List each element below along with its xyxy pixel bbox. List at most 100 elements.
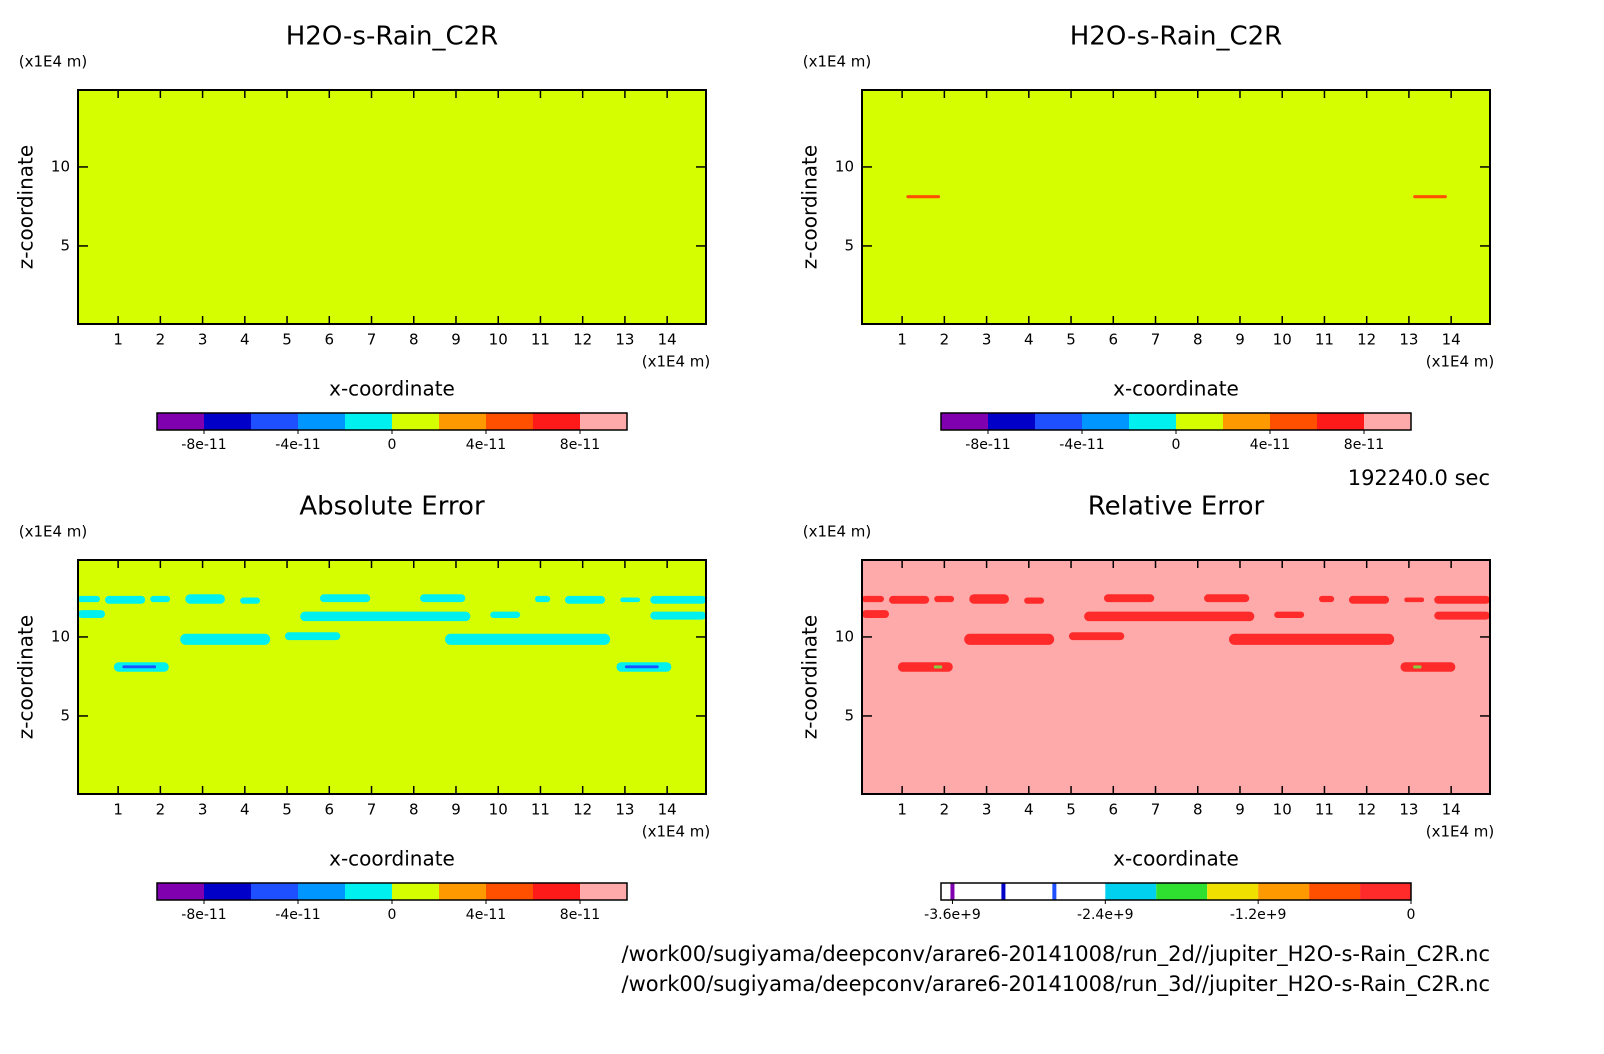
- contour-region: [650, 611, 706, 620]
- contour-region: [1434, 611, 1490, 620]
- x-tick-label: 12: [573, 801, 592, 819]
- x-tick-label: 8: [1193, 331, 1203, 349]
- plot-background: [78, 90, 706, 324]
- colorbar-segment: [486, 413, 533, 430]
- colorbar-tick-label: -4e-11: [275, 437, 320, 453]
- x-tick-label: 9: [1235, 331, 1245, 349]
- colorbar-tick-label: 0: [388, 437, 397, 453]
- colorbar-tick-label: -8e-11: [181, 907, 226, 923]
- x-tick-label: 6: [1109, 801, 1119, 819]
- contour-region: [906, 195, 941, 199]
- x-tick-label: 4: [1024, 331, 1034, 349]
- colorbar-segment: [1156, 883, 1208, 900]
- colorbar-segment: [1054, 883, 1106, 900]
- y-unit: (x1E4 m): [803, 53, 872, 71]
- y-axis-label: z-coordinate: [798, 145, 822, 269]
- x-tick-label: 3: [198, 801, 208, 819]
- x-tick-label: 7: [367, 801, 377, 819]
- colorbar-tick-label: 4e-11: [466, 907, 506, 923]
- colorbar-segment: [1317, 413, 1364, 430]
- y-tick-label: 5: [60, 706, 70, 724]
- contour-region: [1229, 633, 1395, 645]
- contour-region: [1068, 632, 1125, 641]
- contour-region: [240, 597, 261, 604]
- colorbar-tick-label: -1.2e+9: [1230, 907, 1287, 923]
- x-tick-label: 5: [1066, 801, 1076, 819]
- colorbar-segment: [1360, 883, 1411, 900]
- x-tick-label: 4: [240, 331, 250, 349]
- colorbar-tick-label: -2.4e+9: [1077, 907, 1134, 923]
- colorbar-tick-label: 0: [1172, 437, 1181, 453]
- plot-background: [862, 90, 1490, 324]
- colorbar-segment: [486, 883, 533, 900]
- contour-region: [862, 595, 884, 603]
- x-tick-label: 11: [1315, 801, 1334, 819]
- contour-region: [300, 611, 471, 622]
- colorbar-tick-label: 0: [1407, 907, 1416, 923]
- contour-region: [934, 595, 955, 603]
- x-tick-label: 5: [282, 331, 292, 349]
- x-tick-label: 6: [1109, 331, 1119, 349]
- x-tick-label: 12: [1357, 331, 1376, 349]
- colorbar-segment: [1035, 413, 1082, 430]
- colorbar-segment: [298, 883, 345, 900]
- contour-region: [180, 633, 271, 645]
- x-tick-label: 10: [1273, 801, 1292, 819]
- y-axis-label: z-coordinate: [14, 615, 38, 739]
- contour-region: [1434, 595, 1490, 604]
- colorbar-segment: [1364, 413, 1411, 430]
- chart-title: H2O-s-Rain_C2R: [286, 22, 498, 52]
- x-tick-label: 11: [531, 801, 550, 819]
- colorbar-segment: [941, 413, 988, 430]
- contour-region: [420, 594, 466, 603]
- colorbar-segment: [251, 413, 298, 430]
- colorbar-segment: [1270, 413, 1317, 430]
- contour-region: [78, 610, 106, 618]
- x-unit: (x1E4 m): [1426, 823, 1495, 841]
- x-axis-label: x-coordinate: [329, 847, 455, 871]
- colorbar-tick-label: -4e-11: [275, 907, 320, 923]
- colorbar-segment: [580, 883, 627, 900]
- x-tick-label: 9: [451, 801, 461, 819]
- contour-region: [1274, 611, 1305, 618]
- colorbar-segment: [988, 413, 1035, 430]
- plot-background: [78, 560, 706, 794]
- chart-title: H2O-s-Rain_C2R: [1070, 22, 1282, 52]
- x-tick-label: 9: [1235, 801, 1245, 819]
- plot-frame: [77, 89, 707, 325]
- x-tick-label: 1: [113, 801, 123, 819]
- colorbar-segment: [298, 413, 345, 430]
- file-path: /work00/sugiyama/deepconv/arare6-2014100…: [622, 942, 1490, 967]
- y-unit: (x1E4 m): [19, 523, 88, 541]
- chart-title: Relative Error: [1088, 492, 1265, 522]
- colorbar-tick-label: 0: [388, 907, 397, 923]
- colorbar-segment: [1223, 413, 1270, 430]
- colorbar-segment: [941, 883, 1004, 900]
- x-tick-label: 14: [1442, 801, 1461, 819]
- contour-region: [1413, 195, 1447, 199]
- contour-region: [624, 665, 659, 669]
- colorbar-tick-label: 8e-11: [1344, 437, 1384, 453]
- colorbar-tick-label: 8e-11: [560, 907, 600, 923]
- colorbar-segment: [204, 413, 251, 430]
- x-tick-label: 14: [1442, 331, 1461, 349]
- x-tick-label: 10: [1273, 331, 1292, 349]
- colorbar-tick-label: -4e-11: [1059, 437, 1104, 453]
- x-unit: (x1E4 m): [642, 353, 711, 371]
- x-tick-label: 5: [1066, 331, 1076, 349]
- colorbar-tick-label: -8e-11: [181, 437, 226, 453]
- contour-region: [620, 597, 641, 603]
- x-tick-label: 7: [1151, 801, 1161, 819]
- y-tick-label: 10: [835, 157, 854, 175]
- colorbar-tick-label: 4e-11: [1250, 437, 1290, 453]
- x-tick-label: 1: [897, 801, 907, 819]
- x-tick-label: 2: [940, 801, 950, 819]
- colorbar-frame: [940, 882, 1412, 901]
- colorbar-segment: [345, 413, 392, 430]
- contour-region: [1400, 662, 1456, 672]
- x-tick-label: 3: [198, 331, 208, 349]
- x-tick-label: 13: [615, 801, 634, 819]
- contour-region: [1404, 597, 1425, 603]
- colorbar-segment: [204, 883, 251, 900]
